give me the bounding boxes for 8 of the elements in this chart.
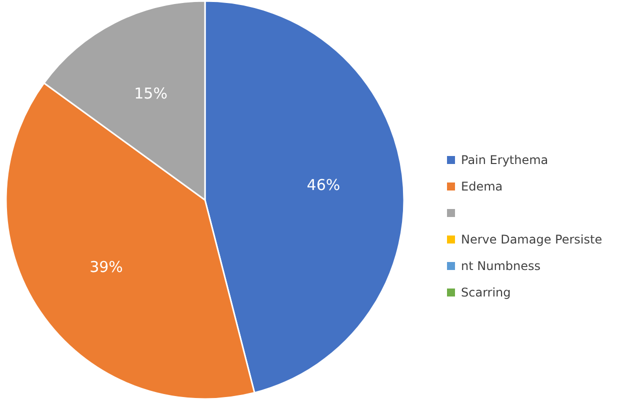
legend-label: Edema xyxy=(461,180,503,194)
data-label: 46% xyxy=(306,176,340,194)
legend-label: Scarring xyxy=(461,286,511,300)
legend-label: Pain Erythema xyxy=(461,153,548,167)
legend-label: Nerve Damage Persiste xyxy=(461,232,602,246)
data-label: 39% xyxy=(90,258,123,276)
data-label: 15% xyxy=(134,84,168,103)
legend-label: nt Numbness xyxy=(461,259,541,273)
